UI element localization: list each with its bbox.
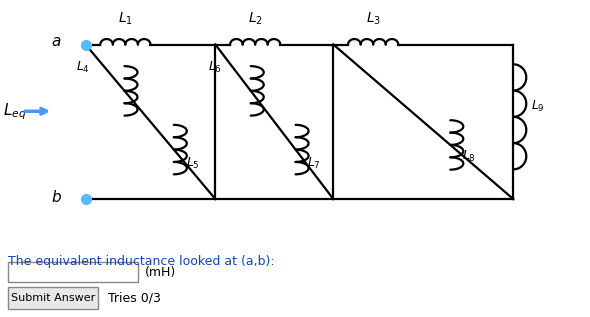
Text: $L_5$: $L_5$ [186, 156, 199, 171]
Text: Tries 0/3: Tries 0/3 [108, 292, 161, 305]
Text: $L_8$: $L_8$ [462, 149, 476, 164]
Text: The equivalent inductance looked at (a,b):: The equivalent inductance looked at (a,b… [8, 255, 274, 268]
Text: $L_1$: $L_1$ [118, 10, 133, 27]
Text: $L_7$: $L_7$ [307, 156, 321, 171]
Text: $L_3$: $L_3$ [366, 10, 381, 27]
Text: $a$: $a$ [51, 35, 61, 49]
Text: $L_6$: $L_6$ [208, 60, 222, 75]
Text: $b$: $b$ [51, 189, 61, 204]
Bar [8, 287, 98, 309]
Text: $L_{eq}$: $L_{eq}$ [3, 101, 27, 121]
Text: $L_9$: $L_9$ [531, 98, 545, 113]
Bar [8, 262, 138, 282]
Text: (mH): (mH) [145, 266, 176, 279]
Text: Submit Answer: Submit Answer [11, 293, 95, 303]
Text: $L_4$: $L_4$ [76, 60, 90, 75]
Text: $L_2$: $L_2$ [248, 10, 263, 27]
